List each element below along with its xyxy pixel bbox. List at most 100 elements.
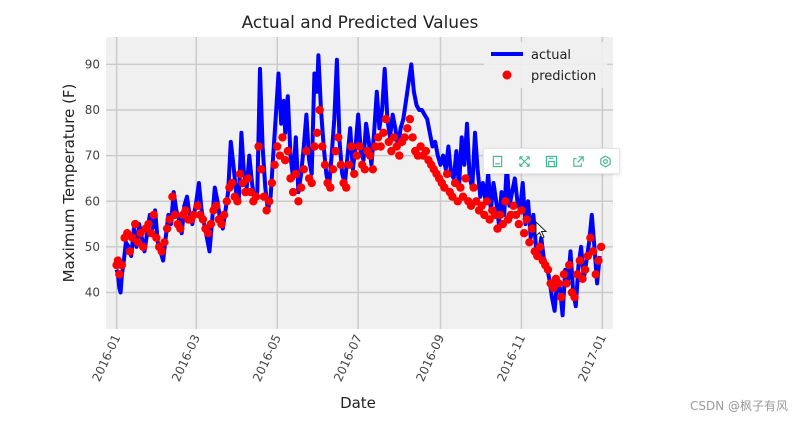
data-view-icon xyxy=(492,155,503,167)
prediction-point xyxy=(281,156,290,165)
y-tick-label: 70 xyxy=(85,149,100,163)
x-tick-label: 2016-09 xyxy=(413,332,447,383)
prediction-point xyxy=(421,146,431,156)
prediction-point xyxy=(307,178,316,188)
prediction-point xyxy=(204,229,213,238)
prediction-point xyxy=(262,206,271,215)
prediction-point xyxy=(559,270,569,279)
prediction-point xyxy=(278,133,287,142)
prediction-point xyxy=(168,192,177,201)
prediction-point xyxy=(376,142,385,151)
prediction-point xyxy=(591,270,600,279)
prediction-point xyxy=(461,174,470,183)
prediction-point xyxy=(157,247,166,256)
x-tick-labels: 2016-01 2016-03 2016-05 2016-07 2016-09 2016-… xyxy=(89,332,609,383)
data-view-button[interactable] xyxy=(484,149,511,173)
prediction-point xyxy=(496,210,505,220)
prediction-point xyxy=(586,233,595,242)
x-axis-label: Date xyxy=(340,394,376,412)
save-image-button[interactable] xyxy=(538,149,565,173)
prediction-point xyxy=(222,197,231,206)
watermark: CSDN @枫子有风 xyxy=(689,399,788,413)
prediction-point xyxy=(291,169,300,179)
legend: actual prediction xyxy=(484,42,607,88)
prediction-point xyxy=(273,142,282,151)
prediction-point xyxy=(352,151,361,160)
prediction-point xyxy=(131,219,140,229)
x-tick-label: 2016-11 xyxy=(494,332,528,383)
chart-title: Actual and Predicted Values xyxy=(242,13,479,33)
prediction-point xyxy=(501,197,510,206)
prediction-point xyxy=(198,215,208,224)
prediction-point xyxy=(328,165,338,174)
prediction-point xyxy=(525,238,534,247)
prediction-point xyxy=(350,169,359,179)
prediction-point xyxy=(251,192,261,201)
prediction-point xyxy=(408,133,417,142)
prediction-point xyxy=(170,210,180,220)
prediction-point xyxy=(152,233,161,242)
y-tick-label: 60 xyxy=(85,194,100,208)
prediction-point xyxy=(310,142,319,151)
prediction-point xyxy=(288,187,298,197)
prediction-point xyxy=(233,197,242,206)
prediction-point xyxy=(522,215,531,224)
prediction-point xyxy=(219,210,229,220)
prediction-point xyxy=(265,197,274,206)
prediction-point xyxy=(342,183,351,192)
prediction-point xyxy=(320,160,330,169)
prediction-point xyxy=(570,292,579,302)
prediction-point xyxy=(360,165,369,174)
prediction-point xyxy=(206,219,216,229)
prediction-point xyxy=(162,224,172,233)
legend-prediction-label: prediction xyxy=(531,69,596,84)
prediction-point xyxy=(299,165,308,174)
settings-icon xyxy=(600,154,611,168)
prediction-point xyxy=(115,270,124,279)
prediction-point xyxy=(543,265,553,274)
prediction-point xyxy=(139,242,148,252)
prediction-point xyxy=(336,160,346,169)
share-button[interactable] xyxy=(565,149,592,173)
prediction-point xyxy=(243,174,253,183)
prediction-point xyxy=(578,274,587,283)
prediction-point xyxy=(381,114,391,124)
legend-actual-label: actual xyxy=(531,48,571,63)
prediction-point xyxy=(296,183,306,192)
prediction-point xyxy=(254,142,263,151)
prediction-point xyxy=(149,210,158,220)
prediction-point xyxy=(189,210,198,220)
prediction-point xyxy=(344,160,354,169)
prediction-point xyxy=(193,201,202,210)
y-tick-label: 80 xyxy=(85,103,100,117)
x-tick-label: 2016-01 xyxy=(89,332,123,383)
x-tick-label: 2017-01 xyxy=(575,332,609,383)
prediction-point xyxy=(405,114,415,124)
prediction-point xyxy=(389,133,399,142)
y-axis-label: Maximum Temperature (F) xyxy=(60,84,78,283)
prediction-point xyxy=(379,128,388,137)
prediction-point xyxy=(365,151,375,160)
prediction-point xyxy=(294,197,303,206)
prediction-point xyxy=(517,206,526,215)
prediction-point xyxy=(482,197,492,206)
zoom-button[interactable] xyxy=(511,149,538,173)
legend-frame xyxy=(484,42,607,88)
prediction-point xyxy=(176,224,185,233)
prediction-point xyxy=(334,133,343,142)
settings-button[interactable] xyxy=(592,149,619,173)
x-tick-label: 2016-03 xyxy=(169,332,203,383)
prediction-point xyxy=(368,165,377,174)
y-tick-label: 40 xyxy=(85,286,100,300)
prediction-point xyxy=(283,146,292,156)
prediction-point xyxy=(326,183,335,192)
prediction-point xyxy=(267,178,277,188)
mouse-cursor-icon xyxy=(535,221,548,239)
prediction-point xyxy=(535,242,545,252)
series-prediction-points xyxy=(112,105,606,302)
chart-toolbar xyxy=(483,148,620,174)
y-tick-label: 90 xyxy=(85,57,100,71)
x-tick-label: 2016-07 xyxy=(331,332,365,383)
prediction-point xyxy=(302,146,311,156)
